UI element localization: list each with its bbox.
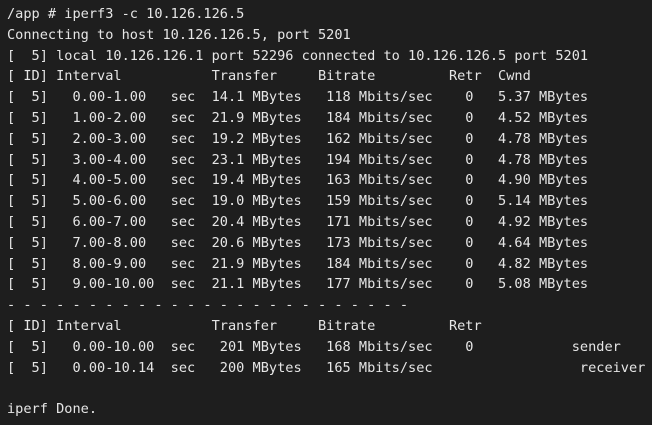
interval-row: [ 5] 1.00-2.00 sec 21.9 MBytes 184 Mbits…	[7, 109, 589, 126]
interval-row: [ 5] 0.00-1.00 sec 14.1 MBytes 118 Mbits…	[7, 89, 589, 106]
separator-line: - - - - - - - - - - - - - - - - - - - - …	[7, 297, 409, 314]
prompt-command-line: /app # iperf3 -c 10.126.126.5	[7, 6, 245, 22]
interval-row: [ 5] 3.00-4.00 sec 23.1 MBytes 194 Mbits…	[7, 151, 589, 168]
blank-line	[7, 378, 652, 399]
interval-row: [ 5] 2.00-3.00 sec 19.2 MBytes 162 Mbits…	[7, 130, 589, 147]
summary-header-line: [ ID] Interval Transfer Bitrate Retr	[7, 317, 482, 334]
done-line: iperf Done.	[7, 401, 98, 418]
interval-row: [ 5] 5.00-6.00 sec 19.0 MBytes 159 Mbits…	[7, 193, 589, 210]
interval-row: [ 5] 7.00-8.00 sec 20.6 MBytes 173 Mbits…	[7, 234, 589, 251]
interval-row: [ 5] 8.00-9.00 sec 21.9 MBytes 184 Mbits…	[7, 255, 589, 272]
terminal-line-local-connected: [ 5] local 10.126.126.1 port 52296 conne…	[7, 47, 589, 64]
summary-row-sender: [ 5] 0.00-10.00 sec 201 MBytes 168 Mbits…	[7, 338, 621, 355]
summary-row-receiver: [ 5] 0.00-10.14 sec 200 MBytes 165 Mbits…	[7, 359, 646, 376]
column-header-line: [ ID] Interval Transfer Bitrate Retr Cwn…	[7, 68, 531, 85]
interval-row: [ 5] 4.00-5.00 sec 19.4 MBytes 163 Mbits…	[7, 172, 589, 189]
interval-row: [ 5] 9.00-10.00 sec 21.1 MBytes 177 Mbit…	[7, 276, 589, 293]
interval-row: [ 5] 6.00-7.00 sec 20.4 MBytes 171 Mbits…	[7, 213, 589, 230]
terminal-line-connecting: Connecting to host 10.126.126.5, port 52…	[7, 26, 351, 43]
